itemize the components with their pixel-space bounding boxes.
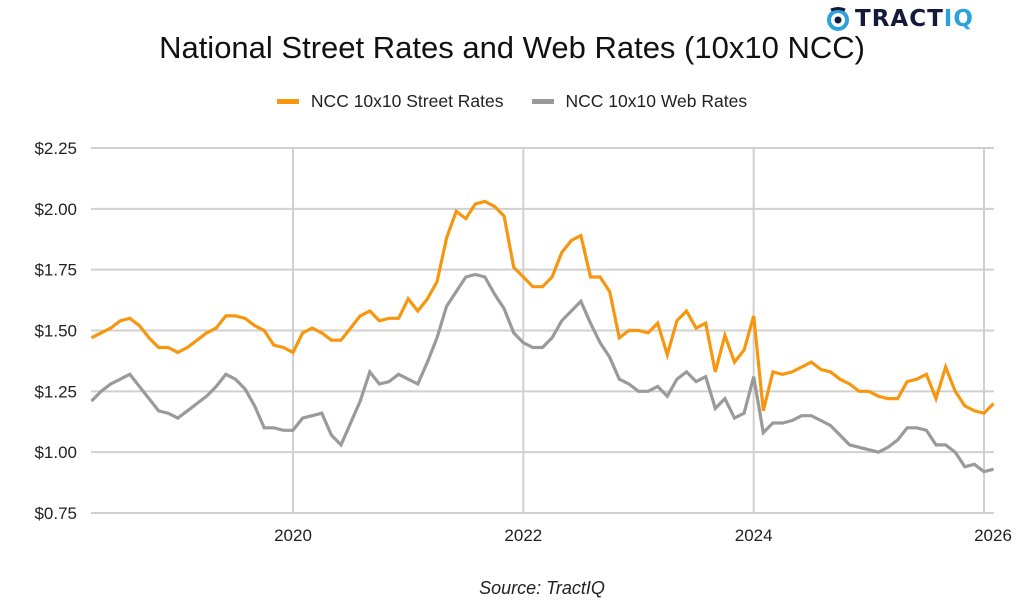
y-tick-label: $1.25 xyxy=(34,382,77,401)
x-tick-label: 2022 xyxy=(504,526,542,545)
x-tick-label: 2024 xyxy=(735,526,773,545)
chart-title: National Street Rates and Web Rates (10x… xyxy=(159,30,865,65)
y-gridlines xyxy=(91,147,994,514)
legend-item-street-rates[interactable]: NCC 10x10 Street Rates xyxy=(276,91,504,112)
legend-swatch-web xyxy=(531,99,554,104)
chart-legend: NCC 10x10 Street Rates NCC 10x10 Web Rat… xyxy=(0,91,1024,112)
legend-swatch-street xyxy=(276,99,299,104)
series-line-web-rates xyxy=(90,272,994,474)
brand-accent-text: IQ xyxy=(943,6,974,32)
x-tick-label: 2026 xyxy=(974,526,1012,545)
legend-item-web-rates[interactable]: NCC 10x10 Web Rates xyxy=(531,91,748,112)
brand-main-text: TRACT xyxy=(855,6,944,32)
tractiq-logo-icon xyxy=(826,7,850,31)
series-line-street-rates xyxy=(90,199,995,415)
y-tick-label: $1.00 xyxy=(34,443,77,462)
y-axis-ticks: $2.25 $2.00 $1.75 $1.50 $1.25 $1.00 $0.75 xyxy=(34,139,77,523)
x-axis-ticks: 2020 2022 2024 2026 xyxy=(274,526,1012,545)
y-tick-label: $2.25 xyxy=(34,139,77,158)
y-tick-label: $0.75 xyxy=(34,504,77,523)
tractiq-wordmark: TRACTIQ xyxy=(855,6,974,32)
series-lines xyxy=(90,199,995,474)
y-tick-label: $1.50 xyxy=(34,322,77,341)
legend-label-street: NCC 10x10 Street Rates xyxy=(310,91,504,111)
y-tick-label: $2.00 xyxy=(34,200,77,219)
legend-label-web: NCC 10x10 Web Rates xyxy=(565,91,748,111)
y-tick-label: $1.75 xyxy=(34,261,77,280)
source-note: Source: TractIQ xyxy=(479,578,605,598)
tractiq-logo: TRACTIQ xyxy=(826,6,974,32)
x-tick-label: 2020 xyxy=(274,526,312,545)
